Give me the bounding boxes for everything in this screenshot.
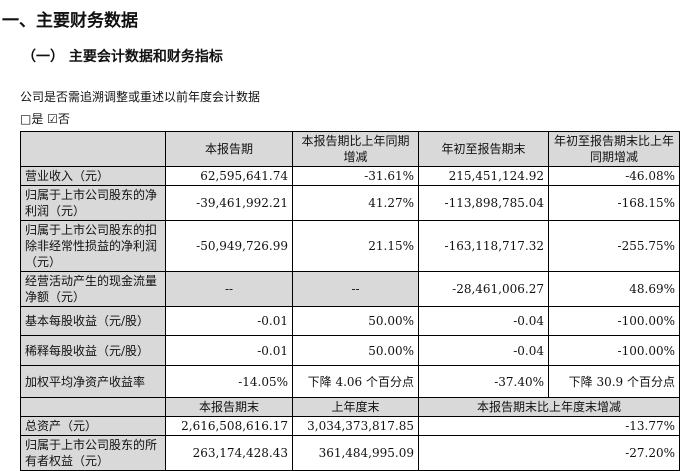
- value-cell: -163,118,717.32: [418, 220, 549, 272]
- table-row: 总资产（元） 2,616,508,616.17 3,034,373,817.85 -1…: [20, 416, 680, 436]
- header-cell: [20, 131, 166, 167]
- row-label: 加权平均净资产收益率: [20, 365, 166, 398]
- header-cell: [20, 397, 166, 417]
- table-header-row: 本报告期 本报告期比上年同期增减 年初至报告期末 年初至报告期末比上年同期增减: [20, 131, 680, 167]
- value-cell: 215,451,124.92: [418, 166, 549, 186]
- header-cell: 本报告期比上年同期增减: [292, 131, 419, 167]
- value-cell: -0.04: [418, 306, 549, 336]
- value-cell: -27.20%: [418, 435, 680, 471]
- value-cell: -0.01: [165, 335, 293, 366]
- option-no: ☑否: [47, 112, 70, 126]
- value-cell: -28,461,006.27: [418, 271, 549, 307]
- value-cell: 21.15%: [292, 220, 419, 272]
- header-cell: 上年度末: [292, 397, 419, 417]
- financial-data-table: 本报告期 本报告期比上年同期增减 年初至报告期末 年初至报告期末比上年同期增减 营业收入…: [20, 131, 680, 471]
- table-row: 归属于上市公司股东的扣除非经常性损益的净利润（元） -50,949,726.99 2…: [20, 220, 680, 272]
- header-cell: 年初至报告期末: [418, 131, 549, 167]
- header-cell: 本报告期: [165, 131, 293, 167]
- value-cell: -39,461,992.21: [165, 185, 293, 221]
- value-cell: --: [165, 271, 293, 307]
- value-cell: 361,484,995.09: [292, 435, 419, 471]
- table-subheader-row: 本报告期末 上年度末 本报告期末比上年度末增减: [20, 397, 680, 417]
- value-cell: -0.01: [165, 306, 293, 336]
- value-cell: 50.00%: [292, 306, 419, 336]
- table-row: 加权平均净资产收益率 -14.05% 下降 4.06 个百分点 -37.40% 下降 3…: [20, 365, 680, 398]
- value-cell: 2,616,508,616.17: [165, 416, 293, 436]
- value-cell: 3,034,373,817.85: [292, 416, 419, 436]
- value-cell: 下降 30.9 个百分点: [548, 365, 680, 398]
- value-cell: -13.77%: [418, 416, 680, 436]
- option-yes: □是: [20, 112, 44, 126]
- value-cell: -31.61%: [292, 166, 419, 186]
- section-title: 一、主要财务数据: [2, 11, 138, 31]
- value-cell: 62,595,641.74: [165, 166, 293, 186]
- row-label: 稀释每股收益（元/股）: [20, 335, 166, 366]
- table-row: 营业收入（元） 62,595,641.74 -31.61% 215,451,124.9…: [20, 166, 680, 186]
- value-cell: 263,174,428.43: [165, 435, 293, 471]
- table-row: 归属于上市公司股东的净利润（元） -39,461,992.21 41.27% -113…: [20, 185, 680, 221]
- value-cell: -37.40%: [418, 365, 549, 398]
- row-label: 归属于上市公司股东的净利润（元）: [20, 185, 166, 221]
- table-row: 经营活动产生的现金流量净额（元） -- -- -28,461,006.27 48.69%: [20, 271, 680, 307]
- value-cell: -46.08%: [548, 166, 680, 186]
- table-row: 基本每股收益（元/股） -0.01 50.00% -0.04 -100.00%: [20, 306, 680, 336]
- header-cell: 年初至报告期末比上年同期增减: [548, 131, 680, 167]
- value-cell: 50.00%: [292, 335, 419, 366]
- value-cell: 41.27%: [292, 185, 419, 221]
- row-label: 经营活动产生的现金流量净额（元）: [20, 271, 166, 307]
- row-label: 基本每股收益（元/股）: [20, 306, 166, 336]
- row-label: 归属于上市公司股东的扣除非经常性损益的净利润（元）: [20, 220, 166, 272]
- subsection-title: （一） 主要会计数据和财务指标: [22, 49, 223, 65]
- value-cell: -255.75%: [548, 220, 680, 272]
- row-label: 总资产（元）: [20, 416, 166, 436]
- restatement-question: 公司是否需追溯调整或重述以前年度会计数据: [20, 90, 261, 104]
- table-row: 归属于上市公司股东的所有者权益（元） 263,174,428.43 361,484,…: [20, 435, 680, 471]
- value-cell: 48.69%: [548, 271, 680, 307]
- value-cell: -14.05%: [165, 365, 293, 398]
- table-row: 稀释每股收益（元/股） -0.01 50.00% -0.04 -100.00%: [20, 335, 680, 366]
- header-cell: 本报告期末比上年度末增减: [418, 397, 680, 417]
- value-cell: -168.15%: [548, 185, 680, 221]
- row-label: 归属于上市公司股东的所有者权益（元）: [20, 435, 166, 471]
- value-cell: -113,898,785.04: [418, 185, 549, 221]
- value-cell: -0.04: [418, 335, 549, 366]
- header-cell: 本报告期末: [165, 397, 293, 417]
- row-label: 营业收入（元）: [20, 166, 166, 186]
- value-cell: -100.00%: [548, 335, 680, 366]
- value-cell: -50,949,726.99: [165, 220, 293, 272]
- value-cell: --: [292, 271, 419, 307]
- restatement-options: □是 ☑否: [20, 110, 70, 127]
- value-cell: 下降 4.06 个百分点: [292, 365, 419, 398]
- value-cell: -100.00%: [548, 306, 680, 336]
